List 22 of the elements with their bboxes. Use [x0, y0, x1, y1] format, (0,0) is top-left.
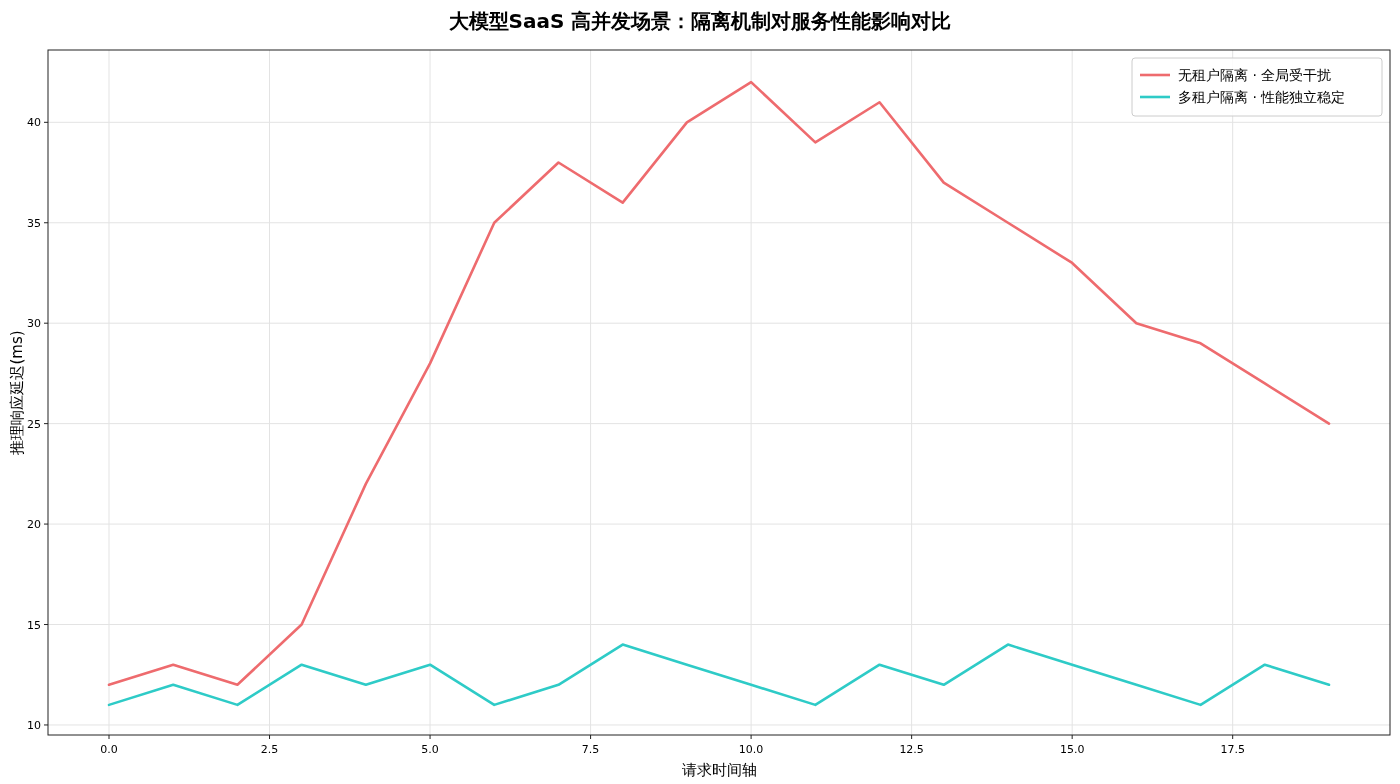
x-tick-label: 7.5 — [581, 743, 600, 756]
x-tick-label: 2.5 — [260, 743, 279, 756]
x-tick-label: 12.5 — [899, 743, 924, 756]
x-tick-label: 15.0 — [1059, 743, 1085, 756]
line-series — [107, 80, 1331, 687]
y-tick-label: 30 — [27, 317, 41, 331]
legend-label: 无租户隔离 · 全局受干扰 — [1178, 67, 1332, 83]
x-axis-title: 请求时间轴 — [681, 761, 757, 779]
x-tick-label: 17.5 — [1220, 743, 1245, 756]
y-axis-title: 推理响应延迟(ms) — [8, 330, 26, 455]
chart-title: 大模型SaaS 高并发场景：隔离机制对服务性能影响对比 — [448, 9, 952, 33]
legend-label: 多租户隔离 · 性能独立稳定 — [1178, 89, 1346, 105]
x-tick-label: 0.0 — [100, 743, 118, 756]
y-tick-label: 35 — [27, 216, 41, 230]
y-tick-label: 25 — [27, 417, 41, 431]
line-series — [107, 643, 1331, 707]
y-tick-label: 20 — [27, 518, 41, 532]
y-tick-label: 40 — [27, 116, 41, 130]
y-tick-label: 10 — [27, 718, 41, 732]
y-tick-label: 15 — [27, 618, 41, 632]
x-tick-label: 5.0 — [421, 743, 439, 756]
x-tick-label: 10.0 — [738, 743, 764, 756]
